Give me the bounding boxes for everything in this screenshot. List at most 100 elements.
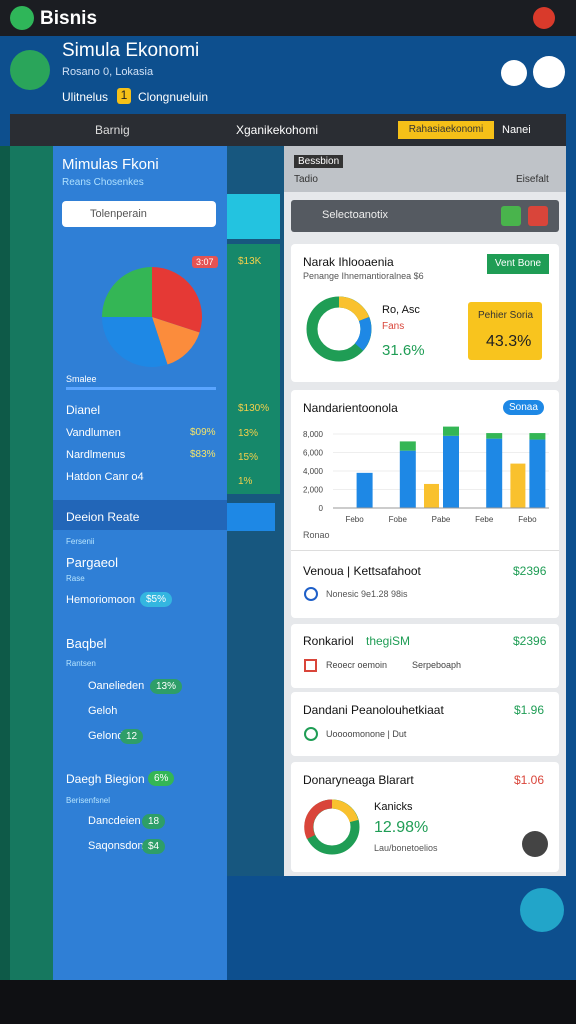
card5-sub: Lau/bonetoelios xyxy=(374,843,438,853)
top-button[interactable]: Rahasiaekonomi xyxy=(398,121,494,139)
card2-foot: Ronao xyxy=(303,530,330,540)
bar xyxy=(510,463,526,508)
card1-pct: 31.6% xyxy=(382,342,425,359)
card1-title: Narak Ihlooaenia xyxy=(303,255,394,269)
bar xyxy=(529,439,546,508)
drawer-search[interactable] xyxy=(62,201,216,227)
row-label: Vandlumen xyxy=(66,427,121,439)
item-badge: 18 xyxy=(142,814,166,829)
panel-sub: Tadio xyxy=(294,174,318,185)
item-label: Dancdeien xyxy=(88,815,141,827)
y-tick-label: 6,000 xyxy=(303,449,324,458)
bar-segment xyxy=(399,441,416,451)
row-label: Hatdon Canr o4 xyxy=(66,471,144,483)
card3-tag: thegiSM xyxy=(366,634,411,648)
s1-small: Fersenii xyxy=(66,537,95,546)
row-value: $83% xyxy=(190,449,216,460)
card xyxy=(291,692,559,756)
header-tag: Ulitnelus xyxy=(62,90,109,104)
y-tick-label: 2,000 xyxy=(303,486,324,495)
app-name: Bisnis xyxy=(40,8,98,29)
s1-title: Pargaeol xyxy=(66,555,119,570)
row-icon xyxy=(304,727,318,741)
donut xyxy=(304,799,360,855)
card3-val: $2396 xyxy=(513,634,547,648)
card5-val: $1.06 xyxy=(514,773,545,787)
left-rail xyxy=(10,146,53,980)
card2-title: Nandarientoonola xyxy=(303,401,398,415)
pie-chart xyxy=(102,267,202,367)
info-button[interactable] xyxy=(501,60,527,86)
card5-pct: 12.98% xyxy=(374,819,429,836)
bar xyxy=(424,483,439,508)
search-action[interactable] xyxy=(501,206,521,226)
item-label: Oanelieden xyxy=(88,680,145,692)
card4-sub: Uoooomonone | Dut xyxy=(326,729,407,739)
card2-row-val: $2396 xyxy=(513,564,547,578)
status-bar xyxy=(0,0,576,36)
fab[interactable] xyxy=(520,888,564,932)
x-tick-label: Febe xyxy=(475,515,494,524)
box-title: Pehier Soria xyxy=(478,310,534,321)
middle-bar xyxy=(227,503,275,531)
card1-button[interactable]: Vent Bone xyxy=(487,254,549,274)
s1-item: Hemoriomoon xyxy=(66,594,136,606)
donut xyxy=(306,296,372,362)
pie-caption: Smalee xyxy=(66,374,97,384)
row-icon xyxy=(304,587,318,601)
middle-value: 1% xyxy=(238,476,253,487)
header-tagline: Clongnueluin xyxy=(138,90,209,104)
drawer-title: Mimulas Fkoni xyxy=(62,156,159,173)
bar xyxy=(486,438,503,508)
top-middle: Xganikekohomi xyxy=(236,123,319,137)
y-tick-label: 0 xyxy=(319,504,324,513)
card2-row: Venoua | Kettsafahoot xyxy=(303,564,421,578)
y-tick-label: 8,000 xyxy=(303,430,324,439)
search-action[interactable] xyxy=(528,206,548,226)
header-subtitle: Rosano 0, Lokasia xyxy=(62,66,154,78)
close-button[interactable] xyxy=(533,56,565,88)
row-value: $09% xyxy=(190,427,216,438)
card3-sub: Reoecr oemoin xyxy=(326,660,388,670)
panel-search-text: Selectoanotix xyxy=(322,209,389,221)
item-label: Geloh xyxy=(88,705,118,717)
box-pct: 43.3% xyxy=(486,333,532,350)
x-tick-label: Febo xyxy=(345,515,364,524)
pie-slice xyxy=(102,317,168,367)
middle-value: 13% xyxy=(238,428,259,439)
pie-slice xyxy=(152,267,202,333)
panel-header xyxy=(284,146,566,192)
card4-val: $1.96 xyxy=(514,703,545,717)
card4-title: Dandani Peanolouhetkiaat xyxy=(303,703,444,717)
section-title: Deeion Reate xyxy=(66,510,140,524)
panel-right: Eisefalt xyxy=(516,174,549,185)
card2-row-sub: Nonesic 9e1.28 98is xyxy=(326,589,408,599)
pie-slice xyxy=(102,267,152,317)
menu-button[interactable] xyxy=(10,50,50,90)
card5-action[interactable] xyxy=(522,831,548,857)
card5-label: Kanicks xyxy=(374,801,413,813)
bar-chart: 0 2,000 4,000 6,000 8,000 Febo Fobe Pabe Febe Feb… xyxy=(303,426,549,524)
item-badge: 12 xyxy=(120,729,144,744)
bar xyxy=(356,472,373,508)
middle-value: $130% xyxy=(238,403,270,414)
card1-l1: Ro, Asc xyxy=(382,304,420,316)
bar-segment xyxy=(486,433,503,439)
card2-pill[interactable]: Sonaa xyxy=(503,400,544,415)
status-icon xyxy=(533,7,555,29)
card3-sub2: Serpeboaph xyxy=(412,660,462,670)
x-tick-label: Fobe xyxy=(389,515,408,524)
middle-highlight xyxy=(227,194,280,239)
card3-title: Ronkariol xyxy=(303,634,354,648)
s2-title: Baqbel xyxy=(66,636,107,651)
drawer-subtitle: Reans Chosenkes xyxy=(62,177,144,188)
y-tick-label: 4,000 xyxy=(303,467,324,476)
section-bar xyxy=(53,500,227,530)
rail-edge xyxy=(0,146,10,980)
pie-slice xyxy=(152,317,200,365)
s1-badge: $5% xyxy=(140,592,173,607)
bar-segment xyxy=(443,426,459,436)
item-label: Saqonsdon xyxy=(88,840,144,852)
s2-sub: Rantsen xyxy=(66,659,96,668)
